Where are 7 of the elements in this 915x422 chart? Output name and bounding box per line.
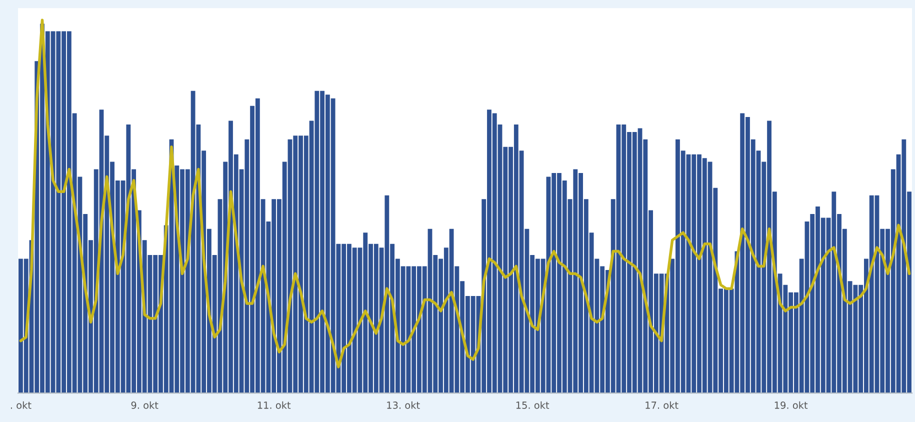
x-tick-label: 11. okt: [258, 401, 291, 409]
x-tick-label: 9. okt: [131, 401, 158, 409]
x-tick-label: 15. okt: [516, 401, 550, 409]
x-tick-label: 19. okt: [774, 401, 808, 409]
x-tick-label: 13. okt: [387, 401, 420, 409]
x-tick-label: . okt: [10, 401, 32, 409]
x-tick-label: 17. okt: [646, 401, 678, 409]
